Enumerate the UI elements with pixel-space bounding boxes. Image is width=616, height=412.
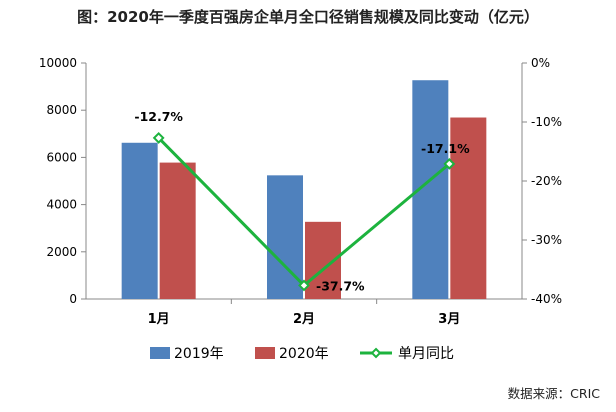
yoy-data-label: -37.7% — [316, 278, 365, 293]
y-right-tick-label: -10% — [531, 115, 562, 129]
y-left-tick-label: 2000 — [46, 245, 77, 259]
y-left-tick-label: 8000 — [46, 103, 77, 117]
y-left-tick-label: 4000 — [46, 198, 77, 212]
bar — [450, 117, 487, 300]
y-left-tick-label: 6000 — [46, 150, 77, 164]
y-right-tick-label: 0% — [531, 56, 550, 70]
x-category-label: 3月 — [438, 312, 460, 327]
chart-title: 图：2020年一季度百强房企单月全口径销售规模及同比变动（亿元） — [77, 8, 539, 26]
legend: 2019年 2020年 单月同比 — [150, 346, 454, 362]
y-right-tick-label: -20% — [531, 174, 562, 188]
x-category-label: 2月 — [293, 312, 315, 327]
legend-label: 2019年 — [174, 346, 224, 362]
data-source: 数据来源：CRIC — [507, 386, 600, 401]
yoy-line — [152, 132, 456, 292]
y-right-tick-label: -30% — [531, 233, 562, 247]
y-left-tick-label: 0 — [69, 292, 77, 306]
bar — [159, 162, 196, 299]
legend-swatch — [255, 347, 275, 359]
axes: 0 2000 4000 6000 8000 10000 0% -10% -20% -30% -40%… — [39, 56, 562, 327]
legend-label: 2020年 — [279, 346, 329, 362]
yoy-data-label: -12.7% — [134, 109, 183, 124]
legend-marker — [370, 347, 382, 359]
x-category-label: 1月 — [148, 312, 170, 327]
data-labels: -12.7% -37.7% -17.1% — [134, 109, 470, 293]
legend-swatch — [150, 347, 170, 359]
yoy-point — [152, 132, 165, 144]
y-left-tick-label: 10000 — [39, 56, 77, 70]
yoy-line-path — [157, 136, 451, 288]
yoy-data-label: -17.1% — [421, 141, 470, 156]
yoy-point — [443, 157, 456, 170]
legend-label: 单月同比 — [398, 346, 454, 362]
y-right-tick-label: -40% — [531, 292, 562, 306]
yoy-point — [298, 279, 310, 292]
bar — [121, 142, 158, 299]
